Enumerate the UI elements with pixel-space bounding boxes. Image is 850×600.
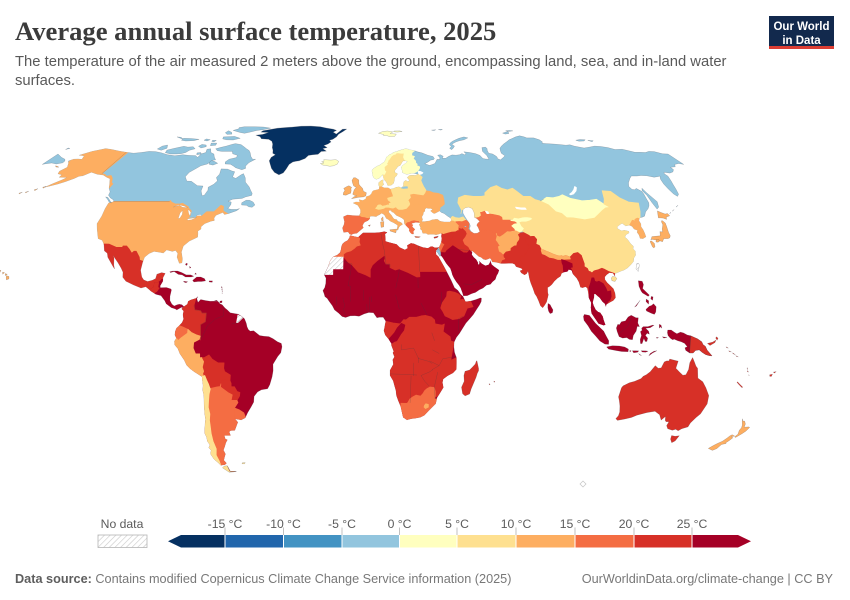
- svg-text:-10 °C: -10 °C: [266, 517, 301, 531]
- svg-text:10 °C: 10 °C: [501, 517, 532, 531]
- svg-text:-5 °C: -5 °C: [328, 517, 356, 531]
- svg-text:-15 °C: -15 °C: [208, 517, 243, 531]
- svg-text:5 °C: 5 °C: [445, 517, 469, 531]
- svg-text:15 °C: 15 °C: [560, 517, 591, 531]
- svg-text:0 °C: 0 °C: [388, 517, 412, 531]
- svg-text:20 °C: 20 °C: [619, 517, 650, 531]
- svg-text:No data: No data: [101, 517, 144, 531]
- svg-text:25 °C: 25 °C: [677, 517, 708, 531]
